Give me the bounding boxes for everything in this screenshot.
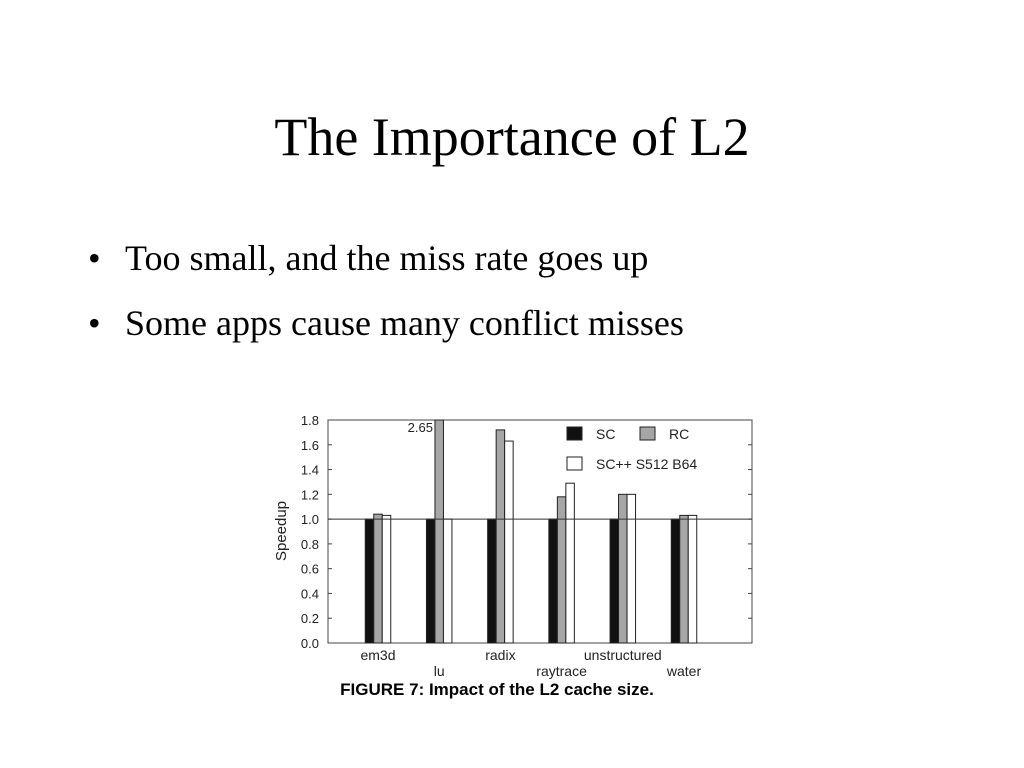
legend-swatch (566, 456, 583, 471)
bullet-dot: • (88, 303, 101, 343)
bar (504, 440, 514, 644)
y-tick-label: 1.2 (301, 487, 319, 502)
bar (487, 518, 497, 644)
y-tick-label: 0.4 (301, 586, 319, 601)
bar (670, 518, 681, 644)
x-tick-label: em3d (360, 647, 395, 663)
y-axis-label: Speedup (273, 501, 290, 561)
x-tick-label: radix (485, 647, 515, 663)
y-tick-label: 1.6 (301, 438, 319, 453)
x-tick-label: unstructured (584, 647, 662, 663)
bar (687, 514, 698, 644)
legend-swatch (639, 426, 656, 441)
caption: FIGURE 7: Impact of the L2 cache size. (340, 680, 654, 699)
plot-frame (327, 419, 753, 644)
bar (609, 518, 620, 644)
bar (618, 493, 628, 644)
y-tick-label: 0.8 (301, 537, 319, 552)
y-tick-label: 1.0 (301, 512, 319, 527)
x-tick-label: raytrace (536, 663, 587, 679)
bar (373, 513, 383, 644)
bullet-dot: • (88, 238, 101, 278)
bar (565, 482, 575, 644)
bar (679, 514, 689, 644)
bullet: Too small, and the miss rate goes up (125, 238, 648, 278)
slide-title: The Importance of L2 (274, 107, 749, 167)
value-label: 2.65 (408, 420, 433, 435)
legend-label: SC (596, 426, 615, 442)
bar (626, 493, 637, 644)
y-tick-label: 0.2 (301, 611, 319, 626)
y-tick-label: 0.0 (301, 636, 319, 651)
bar (442, 518, 453, 644)
bar (425, 518, 436, 644)
y-tick-label: 1.4 (301, 463, 319, 478)
legend-label: SC++ S512 B64 (596, 456, 697, 472)
bar (434, 419, 444, 644)
bar (548, 518, 558, 644)
x-tick-label: water (666, 663, 702, 679)
y-tick-label: 0.6 (301, 562, 319, 577)
y-tick-label: 1.8 (301, 413, 319, 428)
bar (495, 429, 506, 644)
bar (364, 518, 375, 644)
x-tick-label: lu (434, 663, 445, 679)
bullet: Some apps cause many conflict misses (125, 303, 684, 343)
legend-label: RC (669, 426, 689, 442)
bar (381, 514, 392, 644)
legend-swatch (566, 426, 583, 441)
